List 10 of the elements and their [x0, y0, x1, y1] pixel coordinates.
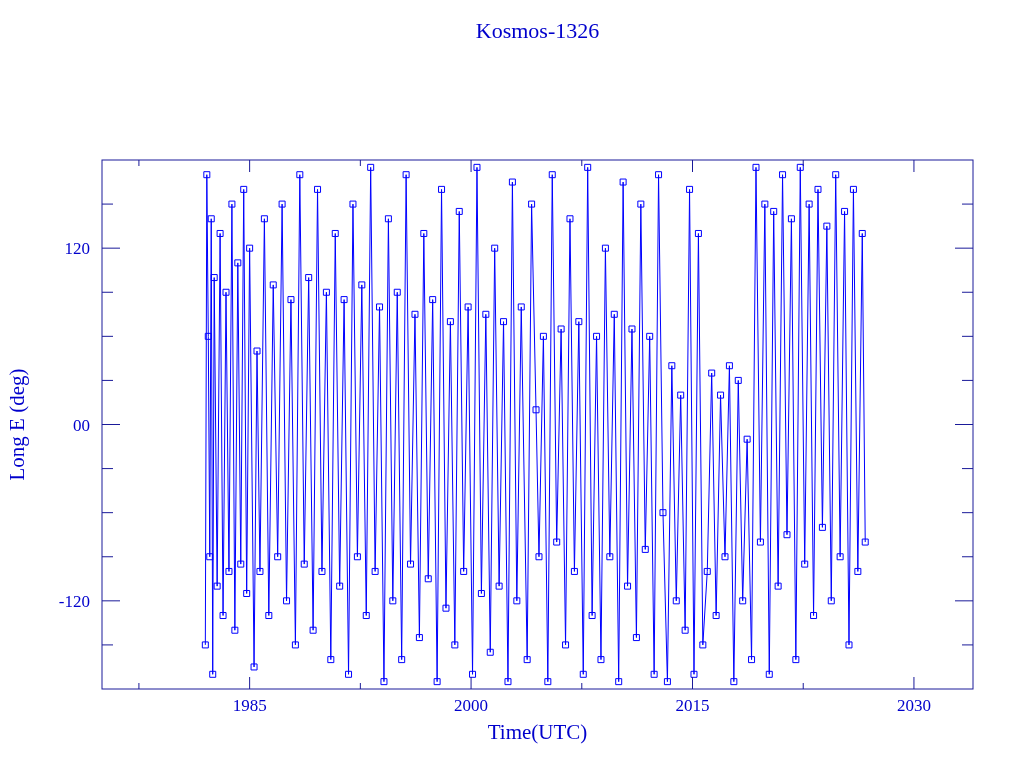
- x-tick-label: 1985: [232, 696, 267, 715]
- x-tick-label: 2015: [675, 696, 710, 715]
- y-tick-label: 00: [73, 415, 90, 435]
- x-axis-title: Time(UTC): [487, 720, 588, 744]
- y-tick-label: -120: [58, 591, 90, 611]
- x-tick-label: 2030: [896, 696, 931, 715]
- chart-title: Kosmos-1326: [475, 18, 600, 43]
- x-tick-label: 2000: [454, 696, 489, 715]
- y-axis-title: Long E (deg): [5, 368, 29, 481]
- y-tick-label: 120: [64, 239, 90, 259]
